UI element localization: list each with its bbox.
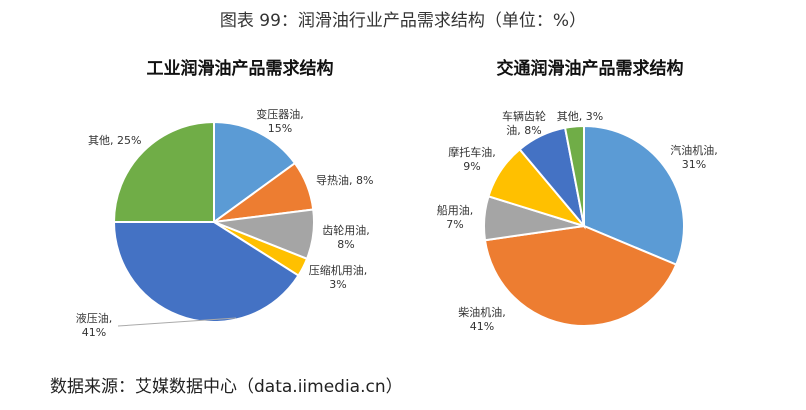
- data-label-1-1: 柴油机油, 41%: [458, 305, 506, 333]
- pie-slice-0-0: [213, 120, 297, 224]
- pie-slice-1-0: [583, 124, 685, 266]
- chart-title-transport: 交通润滑油产品需求结构: [496, 59, 684, 79]
- data-label-0-0: 变压器油, 15%: [256, 107, 304, 135]
- chart-title-industrial: 工业润滑油产品需求结构: [146, 59, 334, 79]
- data-label-1-4: 车辆齿轮油, 8%: [502, 109, 546, 137]
- data-label-1-5: 其他, 3%: [557, 110, 603, 123]
- data-label-0-5: 其他, 25%: [88, 134, 141, 147]
- data-label-0-4: 液压油, 41%: [76, 311, 113, 339]
- data-label-0-3: 压缩机用油, 3%: [309, 263, 368, 291]
- source-note: 数据来源：艾媒数据中心（data.iimedia.cn）: [50, 377, 403, 397]
- data-label-1-3: 摩托车油, 9%: [448, 145, 496, 173]
- data-label-0-2: 齿轮用油, 8%: [322, 223, 370, 251]
- data-label-1-2: 船用油, 7%: [437, 203, 474, 231]
- data-label-1-0: 汽油机油, 31%: [670, 143, 718, 171]
- pie-slice-1-1: [483, 224, 678, 327]
- figure-title: 图表 99：润滑油行业产品需求结构（单位：%）: [219, 11, 587, 31]
- data-label-0-1: 导热油, 8%: [316, 173, 373, 187]
- pie-slice-0-5: [112, 120, 215, 223]
- pie-slice-0-4: [112, 221, 300, 323]
- leader-line-0-4: [117, 317, 237, 327]
- pie-slice-1-5: [563, 124, 585, 227]
